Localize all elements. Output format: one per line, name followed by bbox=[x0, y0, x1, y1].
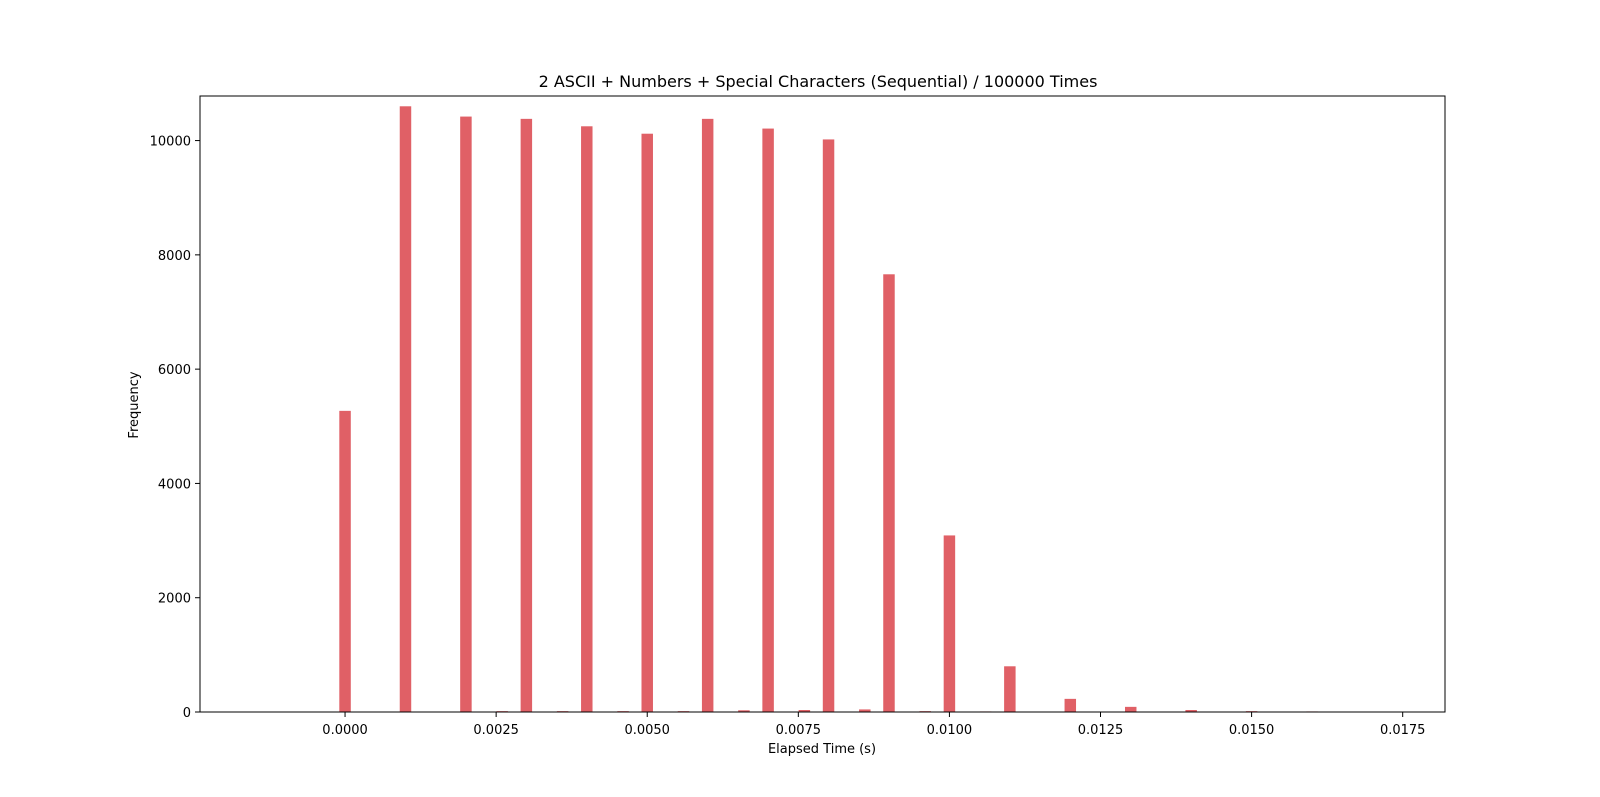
histogram-bar bbox=[1185, 710, 1197, 712]
histogram-bars bbox=[339, 106, 1318, 713]
histogram-bar bbox=[822, 139, 835, 712]
y-tick-label: 6000 bbox=[158, 363, 191, 378]
histogram-bar bbox=[762, 128, 774, 712]
x-axis-ticks: 0.0000 0.0025 0.0050 0.0075 0.0100 0.0125 0.01… bbox=[322, 712, 1425, 738]
histogram-bar bbox=[738, 710, 750, 712]
x-tick-label: 0.0150 bbox=[1229, 723, 1275, 738]
histogram-bar bbox=[581, 126, 593, 713]
y-axis-label: Frequency bbox=[127, 371, 142, 438]
histogram-bar bbox=[339, 410, 351, 712]
x-tick-label: 0.0125 bbox=[1078, 723, 1124, 738]
histogram-bar bbox=[859, 709, 871, 712]
histogram-bar bbox=[460, 116, 472, 712]
x-tick-label: 0.0050 bbox=[624, 723, 670, 738]
x-axis-label: Elapsed Time (s) bbox=[768, 742, 876, 757]
y-tick-label: 0 bbox=[183, 706, 191, 721]
histogram-bar bbox=[798, 710, 811, 712]
x-tick-label: 0.0075 bbox=[776, 723, 822, 738]
y-tick-label: 8000 bbox=[158, 249, 191, 264]
histogram-bar bbox=[1004, 666, 1016, 712]
histogram-bar bbox=[883, 274, 895, 712]
histogram-bar bbox=[1124, 706, 1137, 712]
y-tick-label: 2000 bbox=[158, 592, 191, 607]
x-tick-label: 0.0175 bbox=[1380, 723, 1426, 738]
histogram-bar bbox=[520, 118, 533, 713]
x-tick-label: 0.0025 bbox=[473, 723, 519, 738]
histogram-bar bbox=[1064, 698, 1077, 712]
y-tick-label: 4000 bbox=[158, 477, 191, 492]
histogram-bar bbox=[701, 118, 714, 713]
x-tick-label: 0.0100 bbox=[927, 723, 973, 738]
y-axis-ticks: 0 2000 4000 6000 8000 10000 bbox=[150, 135, 200, 721]
histogram-bar bbox=[943, 535, 956, 712]
x-tick-label: 0.0000 bbox=[322, 723, 368, 738]
chart-title: 2 ASCII + Numbers + Special Characters (… bbox=[539, 72, 1098, 91]
histogram-bar bbox=[641, 133, 653, 712]
histogram-bar bbox=[399, 106, 412, 713]
plot-frame bbox=[199, 95, 1446, 713]
y-tick-label: 10000 bbox=[150, 135, 191, 150]
